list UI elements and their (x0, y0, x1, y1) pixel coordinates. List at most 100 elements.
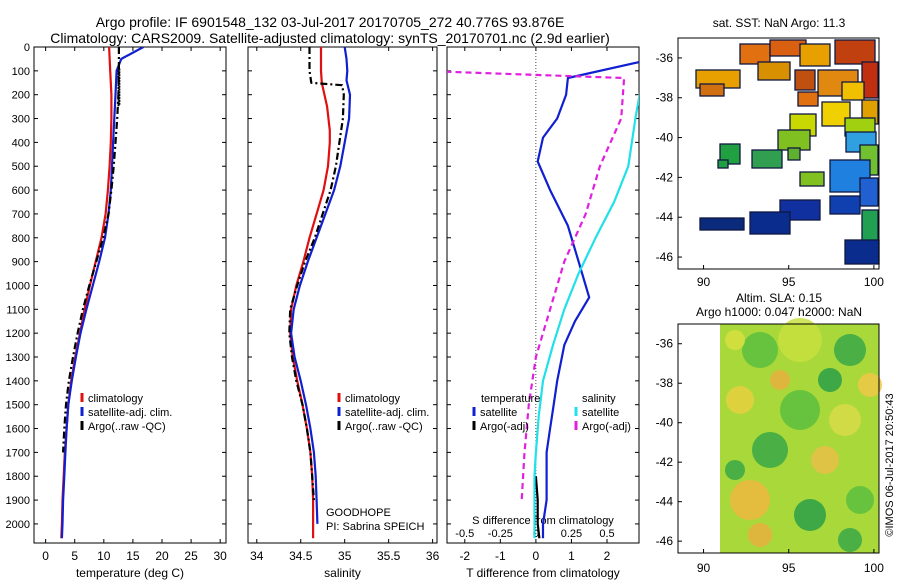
difference-xtick-label: -1 (495, 549, 506, 563)
sst-data-patch (834, 39, 876, 65)
argo-raw-sample-mark (117, 95, 120, 98)
argo-raw-sample-mark (117, 92, 120, 95)
sla-map-frame (677, 323, 880, 554)
argo-raw-sample-mark (117, 78, 120, 81)
sst-xtick-label: 95 (782, 275, 796, 289)
sst-data-patch (699, 83, 725, 97)
salinity-legend-label: climatology (345, 393, 401, 405)
argo-raw-sample-mark (117, 98, 120, 101)
sla-data-patch (778, 318, 822, 362)
depth-tick-label: 1700 (6, 447, 30, 459)
argo-raw-sample-mark (118, 102, 121, 105)
difference-axes-box (446, 46, 640, 544)
sla-xtick-label: 95 (782, 561, 796, 575)
sla-data-patch (846, 486, 874, 514)
depth-tick-label: 700 (12, 209, 30, 221)
sst-data-patch (739, 43, 771, 65)
sla-ytick-label: -42 (656, 455, 674, 469)
sla-map: -36 -38 -40 -42 -44 -46 90 95 100 (656, 318, 884, 575)
sla-data-patch (818, 368, 842, 392)
argo-raw-sample-mark (117, 84, 120, 87)
depth-tick-label: 1600 (6, 424, 30, 436)
depth-tick-label: 1100 (6, 304, 30, 316)
salinity-diff-tick-label: -0.5 (455, 528, 474, 540)
temperature-xtick-label: 15 (126, 549, 140, 563)
argo-raw-sample-mark (117, 101, 120, 104)
imos-timestamp: ©IMOS 06-Jul-2017 20:50:43 (884, 393, 896, 536)
depth-tick-label: 600 (12, 185, 30, 197)
temperature-xtick-label: 30 (214, 549, 228, 563)
sst-ytick-label: -44 (656, 210, 674, 224)
temperature-xtick-label: 5 (71, 549, 78, 563)
depth-tick-label: 0 (24, 42, 30, 54)
sla-ytick-label: -38 (656, 376, 674, 390)
depth-tick-label: 100 (12, 66, 30, 78)
argo-raw-sample-mark (118, 71, 121, 74)
sla-ytick-label: -44 (656, 495, 674, 509)
sla-data-patch (748, 523, 772, 547)
difference-series-0-line (536, 60, 639, 539)
argo-raw-sample-mark (117, 75, 120, 78)
depth-tick-label: 1400 (6, 376, 30, 388)
project-annotation: GOODHOPE (326, 507, 391, 519)
argo-raw-sample-mark (118, 91, 121, 94)
argo-raw-sample-mark (118, 68, 121, 71)
salinity-diff-tick-label: -0.25 (488, 528, 513, 540)
depth-tick-label: 1900 (6, 495, 30, 507)
sst-data-patch (799, 171, 825, 187)
sst-data-patch (794, 69, 816, 91)
temperature-series-group (60, 47, 144, 539)
sst-map-frame (677, 37, 880, 270)
salinity-xlabel: salinity (324, 566, 361, 580)
argo-raw-sample-mark (117, 104, 120, 107)
difference-xtick-label: 1 (568, 549, 575, 563)
argo-raw-sample-mark (118, 74, 121, 77)
sst-map-title: sat. SST: NaN Argo: 11.3 (712, 16, 846, 30)
sla-data-patch (780, 390, 820, 430)
difference-xtick-label: -2 (459, 549, 470, 563)
temperature-series-1-line (60, 47, 144, 539)
salinity-legend-label: satellite-adj. clim. (345, 407, 429, 419)
salinity-series-2-line (288, 47, 345, 501)
depth-tick-label: 800 (12, 233, 30, 245)
legend-header-temperature: temperature (481, 393, 540, 405)
sla-data-patch (838, 528, 862, 552)
sst-data-patch (751, 149, 783, 169)
difference-series-1-line (534, 476, 541, 539)
sst-data-patch (717, 159, 729, 169)
sla-ytick-label: -46 (656, 534, 674, 548)
sla-ytick-label: -36 (656, 337, 674, 351)
sst-data-patch (777, 129, 811, 151)
salinity-diff-tick-label: 0.25 (561, 528, 582, 540)
sla-ytick-label: -40 (656, 416, 674, 430)
depth-tick-label: 1800 (6, 471, 30, 483)
sst-ytick-label: -46 (656, 250, 674, 264)
salinity-xtick-label: 34 (250, 549, 264, 563)
temperature-legend-label: satellite-adj. clim. (88, 407, 172, 419)
difference-series-2-line (533, 91, 639, 539)
argo-raw-sample-mark (117, 87, 120, 90)
depth-tick-label: 400 (12, 137, 30, 149)
argo-raw-sample-mark (118, 79, 121, 82)
salinity-diff-tick-label: 0.5 (599, 528, 614, 540)
depth-tick-label: 1500 (6, 400, 30, 412)
sla-map-title-line1: Altim. SLA: 0.15 (735, 291, 823, 305)
depth-tick-label: 300 (12, 114, 30, 126)
argo-raw-sample-mark (118, 88, 121, 91)
difference-xlabel: T difference from climatology (466, 566, 620, 580)
difference-legend-label: Argo(-adj) (480, 421, 529, 433)
sla-data-patch (858, 373, 882, 397)
temperature-xtick-label: 10 (97, 549, 111, 563)
temperature-xlabel: temperature (deg C) (76, 566, 184, 580)
sst-data-patch (699, 217, 745, 231)
sst-data-patch (749, 211, 791, 235)
salinity-series-1-line (290, 47, 352, 524)
figure-title-line2: Climatology: CARS2009. Satellite-adjuste… (50, 30, 610, 46)
temperature-legend-label: Argo(..raw -QC) (88, 421, 166, 433)
sst-data-patch (787, 147, 801, 161)
difference-xtick-label: 0 (533, 549, 540, 563)
argo-raw-sample-mark (117, 72, 120, 75)
argo-raw-sample-mark (117, 81, 120, 84)
temperature-xtick-label: 20 (155, 549, 169, 563)
sla-xtick-label: 100 (864, 561, 884, 575)
